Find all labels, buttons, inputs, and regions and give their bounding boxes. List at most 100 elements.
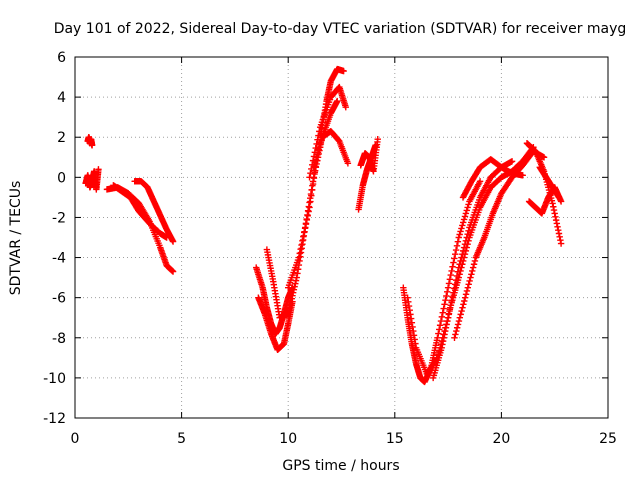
data-point-arc8 bbox=[306, 204, 313, 211]
x-tick-label: 15 bbox=[386, 431, 404, 447]
y-tick-label: 6 bbox=[57, 50, 66, 66]
data-point-arc13 bbox=[435, 330, 442, 337]
x-tick-label: 20 bbox=[492, 431, 510, 447]
plot-frame bbox=[74, 56, 609, 419]
data-point-arc13 bbox=[452, 251, 459, 258]
data-point-arc3 bbox=[169, 238, 177, 245]
data-point-arc15 bbox=[440, 334, 448, 341]
data-point-arc20 bbox=[555, 194, 563, 201]
data-point-arc16 bbox=[452, 331, 459, 338]
data-point-arc7 bbox=[286, 304, 293, 311]
data-point-arc15 bbox=[463, 244, 470, 251]
data-point-arc16 bbox=[468, 271, 475, 278]
data-point-arc16 bbox=[466, 277, 473, 285]
data-point-arc13 bbox=[457, 228, 464, 235]
data-point-arc13 bbox=[446, 276, 454, 283]
data-point-arc15 bbox=[444, 317, 451, 325]
data-point-arc18 bbox=[553, 220, 561, 227]
data-point-arc13 bbox=[463, 207, 470, 214]
data-point-arc7 bbox=[294, 270, 301, 277]
data-point-arc13 bbox=[436, 322, 444, 329]
data-point-arc16 bbox=[460, 301, 467, 308]
y-tick-label: 0 bbox=[57, 170, 66, 186]
data-point-arc13 bbox=[445, 280, 453, 287]
data-point-arc18 bbox=[550, 203, 557, 210]
data-point-arc18 bbox=[552, 213, 559, 220]
x-axis-label: GPS time / hours bbox=[282, 458, 399, 474]
y-tick-label: -12 bbox=[43, 411, 66, 427]
data-point-arc13 bbox=[459, 222, 466, 229]
data-point-arc7 bbox=[285, 307, 293, 314]
y-tick-label: -2 bbox=[52, 210, 66, 226]
data-point-arc14 bbox=[410, 327, 417, 335]
data-point-arc15 bbox=[439, 341, 446, 348]
data-point-arc13 bbox=[442, 296, 449, 304]
data-point-arc15 bbox=[457, 267, 464, 275]
y-tick-label: -4 bbox=[52, 251, 66, 267]
data-point-arc2 bbox=[169, 268, 177, 275]
data-point-arc14 bbox=[412, 340, 419, 347]
data-point-arc7 bbox=[291, 283, 298, 290]
data-point-arc7 bbox=[292, 280, 299, 287]
data-point-arc15 bbox=[460, 257, 467, 265]
data-point-arc13 bbox=[460, 219, 467, 226]
data-point-arc9 bbox=[342, 103, 349, 111]
data-point-arc16 bbox=[458, 307, 465, 315]
data-point-arc8 bbox=[303, 216, 311, 224]
data-point-arc16 bbox=[540, 154, 548, 161]
data-point-arc7 bbox=[287, 298, 295, 305]
data-point-arc7 bbox=[290, 286, 298, 293]
data-point-arc15 bbox=[458, 264, 465, 271]
data-point-arc13 bbox=[447, 271, 454, 279]
marks-layer bbox=[82, 65, 565, 386]
data-point-arc15 bbox=[444, 314, 452, 321]
data-point-arc8 bbox=[310, 174, 318, 182]
data-point-arc8 bbox=[340, 67, 347, 75]
data-point-arc13 bbox=[436, 326, 443, 333]
data-point-arc14 bbox=[407, 315, 415, 322]
data-point-arc8 bbox=[300, 229, 308, 236]
data-point-arc8 bbox=[295, 254, 303, 261]
data-point-arc16 bbox=[467, 274, 474, 281]
data-point-arc8 bbox=[308, 186, 316, 194]
data-point-arc16 bbox=[462, 291, 470, 298]
data-point-arc16 bbox=[459, 304, 466, 311]
data-point-arc7 bbox=[289, 289, 297, 296]
data-point-arc16 bbox=[453, 327, 460, 335]
data-point-arc13 bbox=[455, 234, 462, 241]
data-point-arc8 bbox=[308, 192, 315, 199]
data-point-arc7 bbox=[285, 310, 292, 317]
data-point-arc16 bbox=[469, 267, 476, 275]
data-point-arc9 bbox=[307, 169, 314, 177]
data-point-arc13 bbox=[456, 231, 463, 238]
data-point-arc8 bbox=[305, 208, 312, 215]
data-point-arc14 bbox=[408, 319, 416, 326]
data-point-arc13 bbox=[453, 242, 461, 250]
data-point-arc8 bbox=[300, 233, 307, 240]
data-point-arc15 bbox=[446, 307, 453, 315]
data-point-arc16 bbox=[463, 287, 471, 295]
data-point-arc15 bbox=[455, 274, 462, 281]
data-point-arc13 bbox=[462, 210, 470, 217]
data-point-arc9 bbox=[316, 128, 323, 135]
data-point-arc13 bbox=[450, 259, 457, 266]
data-point-arc13 bbox=[448, 267, 455, 275]
data-point-arc13 bbox=[458, 225, 465, 232]
data-point-arc18 bbox=[555, 230, 563, 237]
data-point-arc10 bbox=[344, 160, 352, 167]
y-tick-label: -8 bbox=[52, 331, 66, 347]
x-tick-label: 0 bbox=[71, 431, 80, 447]
y-axis-label: SDTVAR / TECUs bbox=[8, 181, 24, 296]
x-tick-label: 25 bbox=[599, 431, 617, 447]
data-point-arc16 bbox=[461, 294, 469, 301]
data-point-arc18 bbox=[554, 223, 561, 231]
data-point-arc18 bbox=[551, 210, 558, 217]
data-point-arc16 bbox=[470, 261, 478, 268]
data-point-arc16 bbox=[456, 314, 464, 321]
data-point-arc17 bbox=[519, 172, 526, 179]
data-point-arc16 bbox=[461, 297, 468, 305]
y-tick-label: 2 bbox=[57, 130, 66, 146]
data-point-arc15 bbox=[445, 311, 453, 318]
